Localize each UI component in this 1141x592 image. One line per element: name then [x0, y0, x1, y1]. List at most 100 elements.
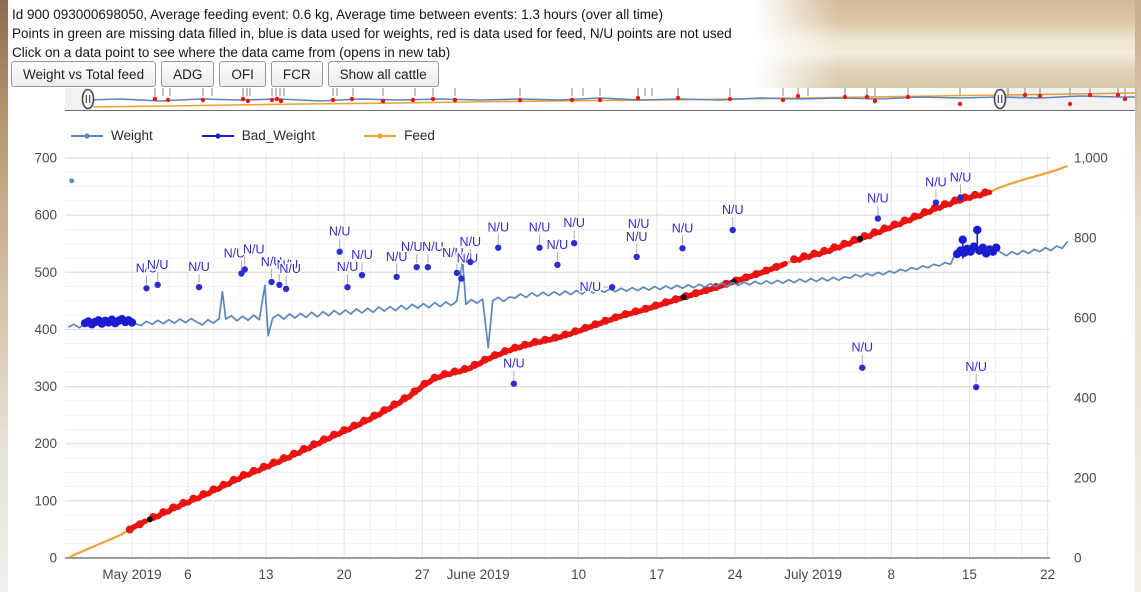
nu-label: N/U — [503, 357, 525, 371]
nu-point[interactable] — [859, 364, 866, 371]
right-axis-tick-label: 1,000 — [1074, 151, 1108, 166]
legend-item-weight: Weight — [70, 128, 153, 143]
x-axis-tick-label: 22 — [1040, 567, 1055, 582]
nu-point[interactable] — [453, 269, 461, 277]
nu-label: N/U — [261, 255, 283, 269]
legend-swatch-icon — [364, 132, 397, 139]
nu-label: N/U — [672, 221, 694, 235]
range-slider-navigator[interactable] — [8, 88, 1137, 112]
left-axis-tick-label: 700 — [34, 151, 57, 166]
legend-swatch-icon — [201, 132, 234, 139]
nu-point[interactable] — [154, 281, 161, 289]
right-axis-tick-label: 200 — [1074, 471, 1097, 486]
nu-label: N/U — [580, 280, 602, 294]
filled-data-point[interactable] — [680, 294, 687, 301]
bad-weight-point[interactable] — [958, 235, 967, 244]
nu-point[interactable] — [358, 271, 366, 279]
nu-point[interactable] — [143, 285, 150, 292]
nu-label: N/U — [925, 176, 947, 190]
nu-point[interactable] — [972, 383, 980, 391]
nu-point[interactable] — [495, 244, 502, 251]
nu-point[interactable] — [241, 266, 248, 273]
legend-item-feed: Feed — [363, 128, 435, 143]
nu-label: N/U — [329, 225, 351, 239]
nu-point[interactable] — [413, 263, 420, 271]
navigator-weight-line — [87, 95, 1135, 102]
nu-label: N/U — [722, 203, 744, 217]
nu-point[interactable] — [554, 261, 561, 269]
bad-weight-point[interactable] — [127, 318, 137, 327]
right-axis-tick-label: 0 — [1074, 551, 1082, 566]
nu-label: N/U — [563, 216, 585, 230]
nu-point[interactable] — [268, 278, 275, 286]
slider-right-handle[interactable] — [993, 88, 1007, 110]
nu-label: N/U — [188, 260, 210, 274]
nu-point[interactable] — [344, 283, 351, 291]
left-axis-tick-label: 0 — [49, 551, 57, 566]
nu-point[interactable] — [458, 275, 465, 282]
nu-point[interactable] — [570, 239, 578, 247]
legend-label: Bad_Weight — [241, 128, 316, 143]
background-photo-right-strip — [1135, 0, 1141, 592]
legend-label: Feed — [404, 128, 435, 143]
nu-label: N/U — [529, 221, 551, 235]
nu-point[interactable] — [679, 245, 686, 252]
right-axis-tick-label: 600 — [1074, 311, 1097, 326]
fcr-button[interactable]: FCR — [270, 61, 323, 87]
nu-point[interactable] — [336, 248, 343, 255]
x-axis-tick-label: June 2019 — [447, 567, 510, 582]
background-photo-left-strip — [0, 0, 8, 592]
left-axis-tick-label: 500 — [34, 265, 57, 280]
x-axis-tick-label: 15 — [962, 567, 977, 582]
bad-weight-point[interactable] — [992, 243, 1001, 252]
nu-point[interactable] — [195, 283, 203, 291]
nu-point[interactable] — [467, 258, 474, 266]
weight-vs-total-feed-button[interactable]: Weight vs Total feed — [11, 61, 157, 87]
weight-line[interactable] — [67, 240, 1069, 349]
nu-point[interactable] — [510, 380, 518, 387]
nu-point[interactable] — [393, 273, 400, 281]
left-axis-tick-label: 300 — [34, 379, 57, 394]
nu-label: N/U — [147, 258, 169, 272]
nu-point[interactable] — [424, 263, 432, 271]
x-axis-tick-label: May 2019 — [102, 567, 161, 582]
nu-point[interactable] — [608, 283, 616, 291]
nu-label: N/U — [422, 240, 444, 254]
legend-label: Weight — [111, 128, 153, 143]
nu-label: N/U — [965, 360, 987, 374]
nu-label: N/U — [401, 240, 423, 254]
legend-swatch-icon — [71, 132, 103, 139]
nu-label: N/U — [460, 235, 482, 249]
slider-left-handle[interactable] — [81, 88, 95, 110]
x-axis-tick-label: 10 — [571, 567, 586, 582]
weight-outlier-point[interactable] — [69, 178, 75, 184]
nu-point[interactable] — [932, 199, 940, 206]
nu-point[interactable] — [282, 285, 290, 293]
show-all-cattle-button[interactable]: Show all cattle — [327, 61, 439, 87]
nu-label: N/U — [277, 258, 299, 272]
header-line-click-help: Click on a data point to see where the d… — [12, 45, 451, 60]
nu-label: N/U — [457, 252, 479, 266]
nu-point[interactable] — [276, 281, 283, 289]
nu-label: N/U — [851, 341, 873, 355]
nu-point[interactable] — [729, 226, 736, 234]
nu-label: N/U — [626, 230, 648, 244]
nu-point[interactable] — [536, 244, 543, 251]
nu-point[interactable] — [633, 253, 640, 261]
left-axis-tick-label: 600 — [34, 208, 57, 223]
nu-label: N/U — [224, 246, 246, 260]
nu-label: N/U — [337, 260, 359, 274]
x-axis-tick-label: 6 — [184, 567, 192, 582]
nu-point[interactable] — [874, 215, 882, 222]
right-axis-tick-label: 800 — [1074, 231, 1097, 246]
feed-used-points[interactable] — [150, 260, 788, 520]
header-line-id: Id 900 093000698050, Average feeding eve… — [12, 7, 663, 22]
main-chart[interactable]: 0 100 200 300 400 500 600 700 0 200 400 600 800 1,000… — [8, 115, 1141, 592]
filled-data-point[interactable] — [146, 516, 153, 523]
nu-point[interactable] — [957, 194, 964, 201]
filled-data-point[interactable] — [857, 235, 864, 242]
nu-label: N/U — [386, 250, 408, 264]
adg-button[interactable]: ADG — [161, 61, 215, 87]
bad-weight-point[interactable] — [973, 225, 982, 235]
ofi-button[interactable]: OFI — [219, 61, 266, 87]
